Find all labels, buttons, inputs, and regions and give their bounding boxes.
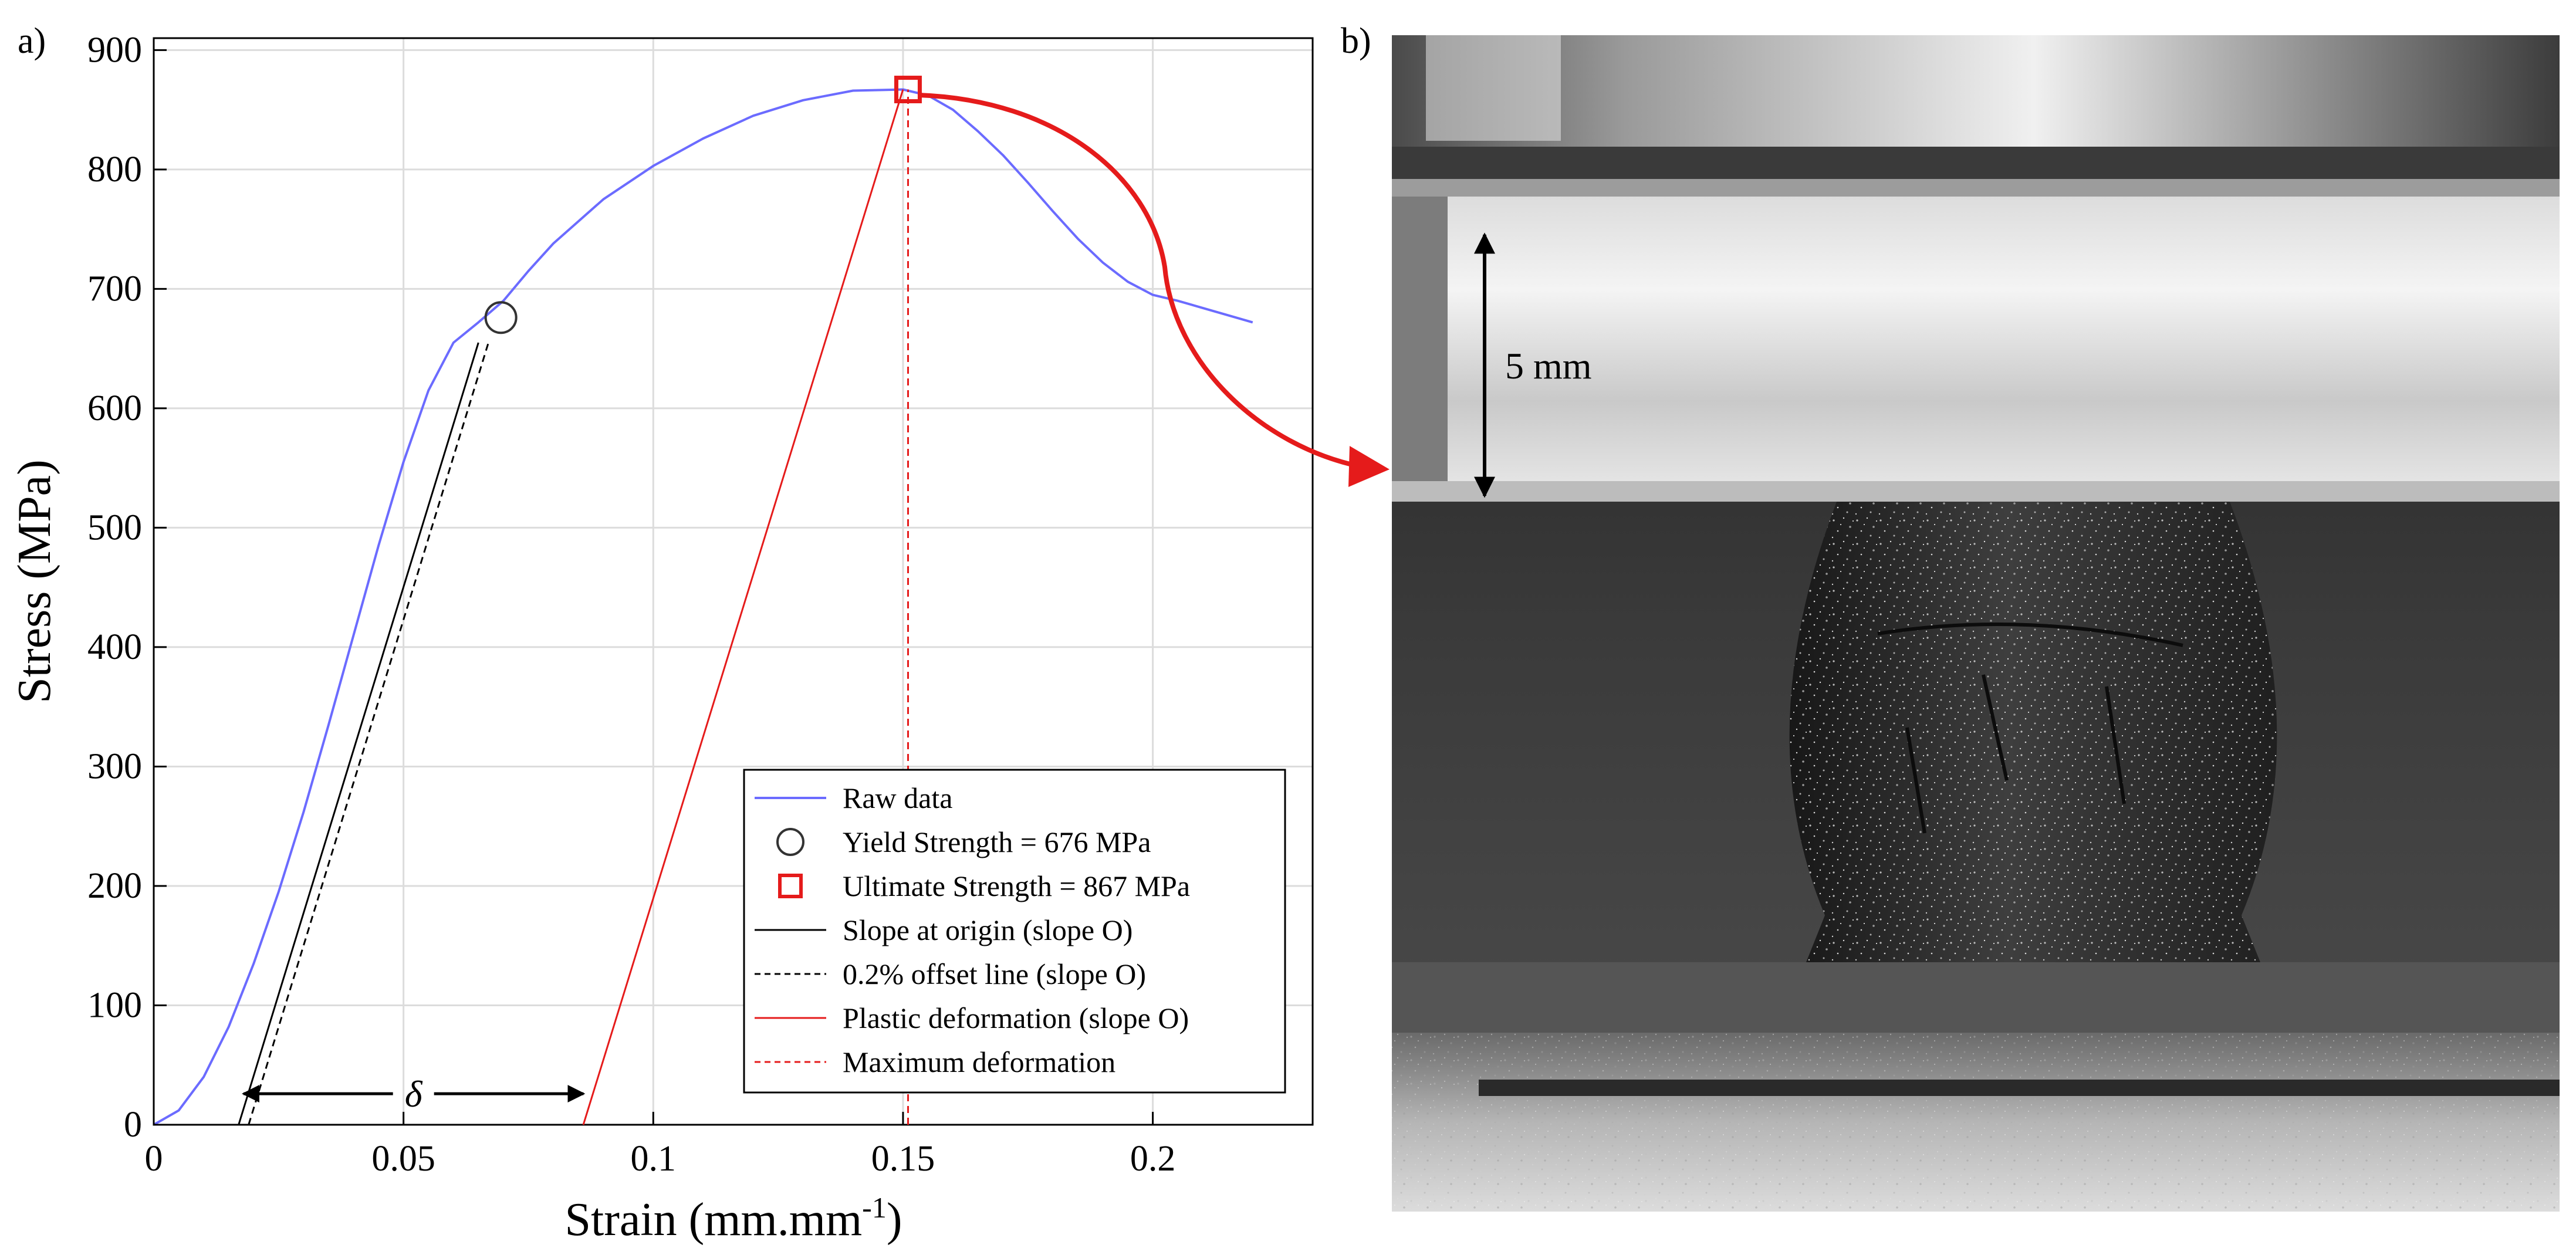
- legend-label: Ultimate Strength = 867 MPa: [843, 870, 1190, 902]
- connector-arrowhead: [1348, 446, 1390, 487]
- compression-test-photo: 5 mm: [1392, 35, 2560, 1212]
- panel-a-label: a): [18, 21, 46, 61]
- x-tick-label: 0: [145, 1139, 163, 1179]
- y-tick-label: 300: [87, 746, 142, 786]
- y-tick-label: 100: [87, 985, 142, 1025]
- x-tick-label: 0.1: [631, 1139, 677, 1179]
- upper-plate-bottom-edge: [1392, 481, 2560, 502]
- y-tick-label: 0: [124, 1105, 142, 1145]
- x-axis-title-end: ): [887, 1194, 902, 1246]
- chart-grid: [154, 38, 1313, 1125]
- upper-plate: [1392, 179, 2560, 496]
- x-tick-label: 0.05: [371, 1139, 435, 1179]
- legend-glyph-yield: [776, 828, 804, 856]
- plot-frame: [153, 37, 1314, 1126]
- x-tick-label: 0.15: [871, 1139, 935, 1179]
- series-raw-data: [153, 88, 1253, 1126]
- panel-b-label: b): [1341, 21, 1371, 61]
- y-tick-label: 700: [87, 269, 142, 309]
- connector-curve: [918, 93, 1361, 469]
- y-tick-label: 200: [87, 866, 142, 906]
- legend-label: Raw data: [843, 782, 952, 814]
- lower-plate-texture: [1392, 1033, 2560, 1209]
- legend-label: Maximum deformation: [843, 1046, 1115, 1078]
- delta-label: δ: [405, 1073, 423, 1115]
- upper-plate-side: [1392, 179, 1448, 496]
- y-tick-label: 500: [87, 508, 142, 547]
- x-axis-title-sup: -1: [862, 1191, 887, 1224]
- sample-texture: [1778, 502, 2288, 1033]
- scale-bar-label: 5 mm: [1505, 345, 1592, 387]
- upper-plate-top-edge: [1392, 179, 2560, 197]
- legend-box: [743, 769, 1286, 1094]
- chart-ticks: 0 0.05 0.1 0.15 0.2 0 100 200 300 400 500 600 700 800…: [87, 30, 1175, 1179]
- series-plastic-deformation-slope-o: [582, 89, 904, 1125]
- series-0-2-offset-line-slope-o: [248, 342, 489, 1125]
- lower-plate-groove: [1479, 1080, 2560, 1096]
- y-tick-label: 600: [87, 388, 142, 428]
- y-axis-title: Stress (MPa): [9, 459, 60, 703]
- lower-plate-shadow: [1392, 962, 2560, 1038]
- x-axis-title-main: Strain (mm.mm: [565, 1194, 863, 1246]
- x-axis-title: Strain (mm.mm-1): [565, 1191, 902, 1246]
- legend: Raw data Yield Strength = 676 MPa Ultimate…: [743, 769, 1286, 1094]
- chart-series: [153, 76, 1253, 1126]
- x-tick-label: 0.2: [1130, 1139, 1176, 1179]
- upper-fixture-highlight: [1426, 35, 1561, 141]
- legend-label: 0.2% offset line (slope O): [843, 958, 1146, 990]
- yield-strength-marker: [484, 301, 518, 334]
- ultimate-strength-marker: [894, 76, 922, 104]
- delta-annotation: δ: [241, 1073, 586, 1115]
- upper-fixture-edge: [1392, 147, 2560, 182]
- y-tick-label: 900: [87, 30, 142, 70]
- legend-label: Plastic deformation (slope O): [843, 1002, 1189, 1034]
- y-tick-label: 800: [87, 150, 142, 190]
- legend-label: Slope at origin (slope O): [843, 914, 1133, 946]
- sample-cracks: [1877, 623, 2183, 834]
- legend-label: Yield Strength = 676 MPa: [843, 826, 1151, 858]
- legend-glyph-ultimate: [778, 874, 803, 898]
- y-tick-label: 400: [87, 627, 142, 667]
- series-slope-at-origin-slope-o: [238, 342, 479, 1125]
